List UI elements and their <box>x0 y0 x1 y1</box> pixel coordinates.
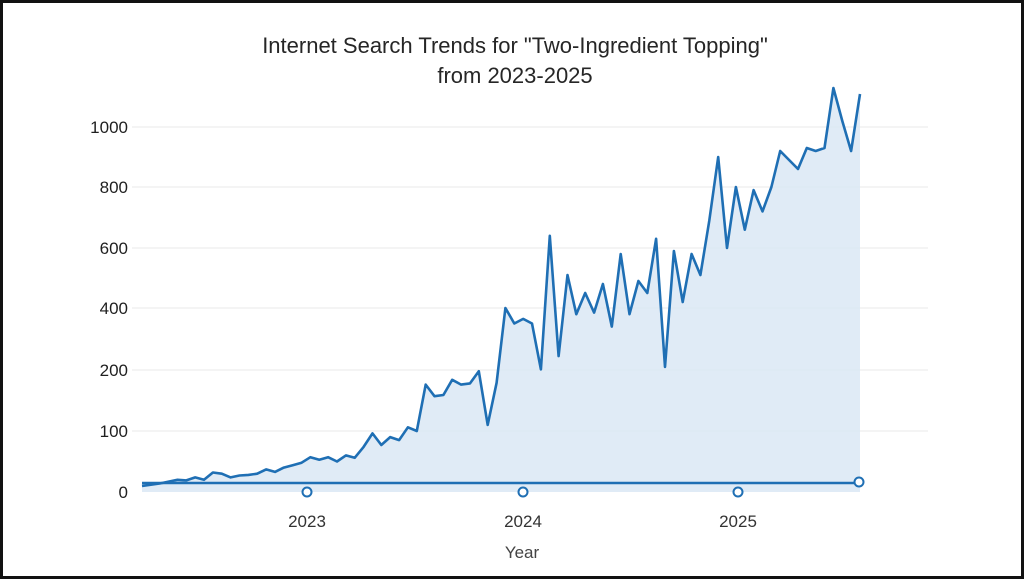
x-tick-label: 2025 <box>719 512 757 531</box>
y-tick-label: 400 <box>100 299 128 318</box>
x-tick-label: 2023 <box>288 512 326 531</box>
y-tick-label: 200 <box>100 361 128 380</box>
baseline-marker <box>301 486 313 498</box>
chart-title-line1: Internet Search Trends for "Two-Ingredie… <box>262 33 768 58</box>
y-tick-label: 600 <box>100 239 128 258</box>
x-tick-label: 2024 <box>504 512 542 531</box>
y-tick-label: 800 <box>100 178 128 197</box>
baseline-marker <box>853 476 865 488</box>
x-axis-label: Year <box>505 543 540 562</box>
x-axis-ticks: 2023 2024 2025 <box>288 512 757 531</box>
y-tick-label: 100 <box>100 422 128 441</box>
baseline-marker <box>732 486 744 498</box>
series-area <box>142 88 860 492</box>
y-tick-label: 0 <box>119 483 128 502</box>
baseline-marker <box>517 486 529 498</box>
chart-title-line2: from 2023-2025 <box>437 63 593 88</box>
y-tick-label: 1000 <box>90 118 128 137</box>
series-line <box>141 86 862 488</box>
baseline-markers <box>301 476 865 498</box>
y-axis-ticks: 0 100 200 400 600 800 1000 <box>90 118 128 502</box>
